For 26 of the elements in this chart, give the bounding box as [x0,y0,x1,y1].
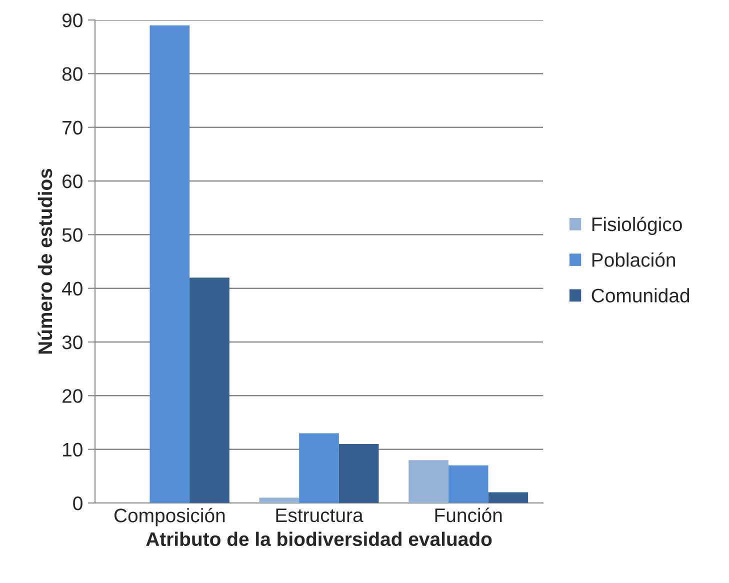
y-tick-label: 0 [73,496,82,510]
bar [299,433,339,503]
legend-label: Comunidad [592,288,690,302]
bar [488,492,528,503]
y-axis-title: Número de estudios [38,168,52,354]
y-tick-label: 50 [62,228,82,242]
x-tick-label: Función [435,508,502,522]
bar [448,465,488,503]
legend-label: Fisiológico [592,216,682,236]
y-tick-label: 20 [62,389,82,403]
bar [150,25,190,503]
bar [408,460,448,503]
y-tick-label: 30 [62,335,82,350]
x-tick-label: Composición [114,508,225,526]
bar [259,498,300,503]
y-tick-label: 80 [62,67,82,81]
x-tick-label: Estructura [276,508,364,522]
y-tick-label: 70 [62,120,82,135]
bar [338,444,379,503]
y-tick-label: 10 [63,442,82,457]
y-tick-label: 40 [62,282,82,296]
bar [190,278,230,503]
y-tick-label: 90 [62,13,82,28]
x-axis-title: Atributo de la biodiversidad evaluado [146,532,492,546]
y-tick-label: 60 [62,174,82,188]
legend-label: Población [592,252,675,267]
